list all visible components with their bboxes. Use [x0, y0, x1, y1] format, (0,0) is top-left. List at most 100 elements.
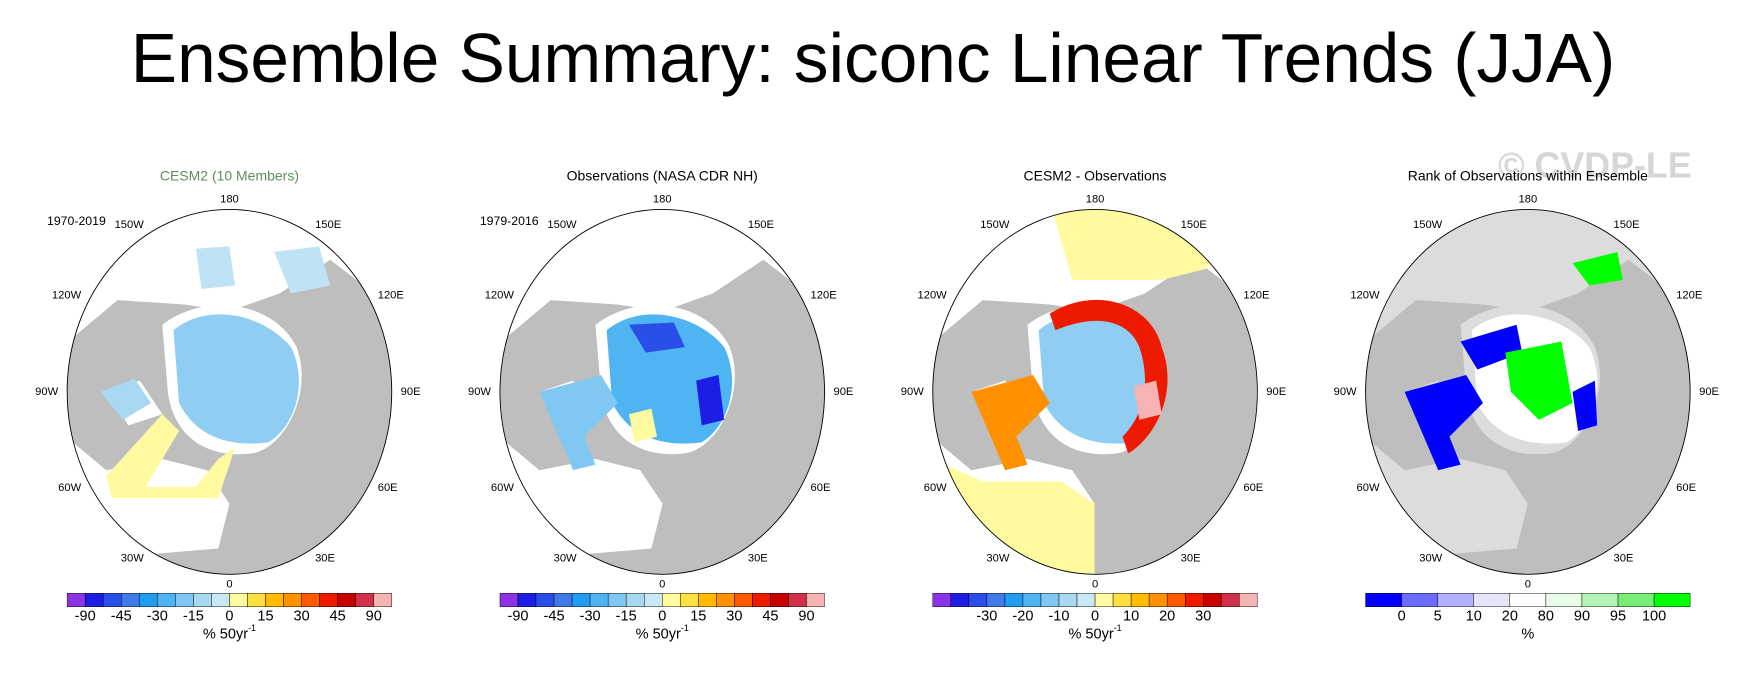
- colorbar-label: 0: [1398, 609, 1406, 625]
- colorbar-label: 0: [225, 609, 233, 625]
- longitude-label: 60W: [924, 482, 947, 494]
- colorbar-box: [553, 593, 573, 607]
- trend-field: [106, 414, 236, 499]
- colorbar-box: [139, 593, 158, 607]
- panel-title: CESM2 - Observations: [1024, 168, 1167, 184]
- colorbar-box: [1653, 593, 1691, 607]
- colorbar-label: -30: [147, 609, 168, 625]
- colorbar-box: [229, 593, 248, 607]
- colorbar-box: [84, 593, 104, 607]
- longitude-label: 90E: [1266, 386, 1286, 398]
- trend-field: [1133, 380, 1162, 420]
- colorbar-label: 10: [1123, 609, 1139, 625]
- longitude-label: 180: [653, 193, 672, 205]
- colorbar-box: [355, 593, 374, 607]
- longitude-label: 30E: [748, 553, 768, 565]
- colorbar-box: [283, 593, 302, 607]
- colorbar-box: [1437, 593, 1474, 607]
- longitude-label: 180: [1086, 193, 1105, 205]
- longitude-label: 120E: [1676, 290, 1702, 302]
- colorbar-label: 10: [1466, 609, 1482, 625]
- colorbar-unit: % 50yr-1: [203, 623, 256, 642]
- colorbar-unit: % 50yr-1: [636, 623, 689, 642]
- colorbar-box: [175, 593, 194, 607]
- longitude-label: 120W: [1350, 290, 1380, 302]
- watermark: © CVDP-LE: [1498, 145, 1691, 185]
- rank-field: [1572, 251, 1623, 286]
- colorbar-label: -90: [75, 609, 96, 625]
- map-outline: [66, 208, 393, 575]
- longitude-label: 150E: [315, 219, 341, 231]
- trend-field: [1049, 299, 1168, 454]
- trend-field: [539, 375, 618, 471]
- colorbar-box: [1509, 593, 1547, 607]
- longitude-label: 30W: [554, 553, 577, 565]
- colorbar-unit: %: [1521, 627, 1534, 643]
- colorbar-box: [1004, 593, 1024, 607]
- longitude-label: 30W: [121, 553, 144, 565]
- longitude-label: 0: [1525, 578, 1531, 590]
- colorbar: -90 -45 -30 -15 0 15 30 45 90 % 50yr-1: [66, 593, 392, 643]
- rank-field: [1505, 341, 1573, 420]
- longitude-label: 30W: [986, 553, 1009, 565]
- colorbar-box: [301, 593, 320, 607]
- colorbar-label: 30: [1195, 609, 1211, 625]
- colorbar-box: [1239, 593, 1258, 607]
- colorbar-box: [517, 593, 537, 607]
- colorbar: -30 -20 -10 0 10 20 30 % 50yr-1: [932, 593, 1258, 643]
- unit-superscript: -1: [1114, 623, 1122, 633]
- longitude-label: 120E: [1243, 290, 1269, 302]
- period-label: 1970-2019: [47, 214, 106, 228]
- map-outline: [1365, 208, 1691, 575]
- colorbar-box: [265, 593, 284, 607]
- map-outline: [932, 208, 1258, 575]
- longitude-label: 120E: [378, 290, 404, 302]
- longitude-label: 60W: [1357, 482, 1380, 494]
- colorbar-box: [1617, 593, 1655, 607]
- colorbar-box: [1473, 593, 1511, 607]
- colorbar-label: -45: [544, 609, 565, 625]
- colorbar-box: [1148, 593, 1168, 607]
- colorbar-box: [589, 593, 609, 607]
- colorbar-box: [102, 593, 122, 607]
- colorbar: -90 -45 -30 -15 0 15 30 45 90 % 50yr-1: [499, 593, 825, 643]
- colorbar-label: 90: [366, 609, 382, 625]
- longitude-label: 30E: [1181, 553, 1201, 565]
- unit-superscript: -1: [681, 623, 689, 633]
- colorbar-box: [1094, 593, 1114, 607]
- longitude-label: 120W: [485, 290, 515, 302]
- colorbar-box: [698, 593, 717, 607]
- colorbar-box: [788, 593, 807, 607]
- colorbar-box: [373, 593, 392, 607]
- longitude-label: 0: [226, 578, 232, 590]
- colorbar-label: 20: [1159, 609, 1175, 625]
- panel-title: Rank of Observations within Ensemble: [1408, 168, 1648, 184]
- colorbar-box: [157, 593, 176, 607]
- trend-field: [274, 246, 331, 294]
- colorbar-label: 30: [293, 609, 309, 625]
- colorbar-box: [1022, 593, 1042, 607]
- colorbar-box: [607, 593, 627, 607]
- colorbar-label: 15: [257, 609, 273, 625]
- colorbar-box: [1058, 593, 1078, 607]
- colorbar-box: [625, 593, 645, 607]
- longitude-label: 90W: [901, 386, 924, 398]
- colorbar-box: [968, 593, 988, 607]
- colorbar-box: [319, 593, 338, 607]
- colorbar-label: -90: [507, 609, 528, 625]
- unit: % 50yr: [203, 627, 248, 643]
- colorbar-label: 45: [330, 609, 346, 625]
- colorbar-box: [337, 593, 356, 607]
- longitude-label: 150E: [1613, 219, 1639, 231]
- map-3: [932, 209, 1257, 575]
- colorbar-label: 0: [658, 609, 666, 625]
- colorbar-label: -30: [580, 609, 601, 625]
- panel-title: Observations (NASA CDR NH): [567, 168, 758, 184]
- colorbar-box: [932, 593, 952, 607]
- trend-field: [629, 322, 685, 353]
- longitude-label: 150W: [980, 219, 1010, 231]
- colorbar-unit: % 50yr-1: [1068, 623, 1121, 642]
- colorbar-label: 5: [1434, 609, 1442, 625]
- trend-field: [696, 375, 725, 426]
- colorbar-box: [680, 593, 699, 607]
